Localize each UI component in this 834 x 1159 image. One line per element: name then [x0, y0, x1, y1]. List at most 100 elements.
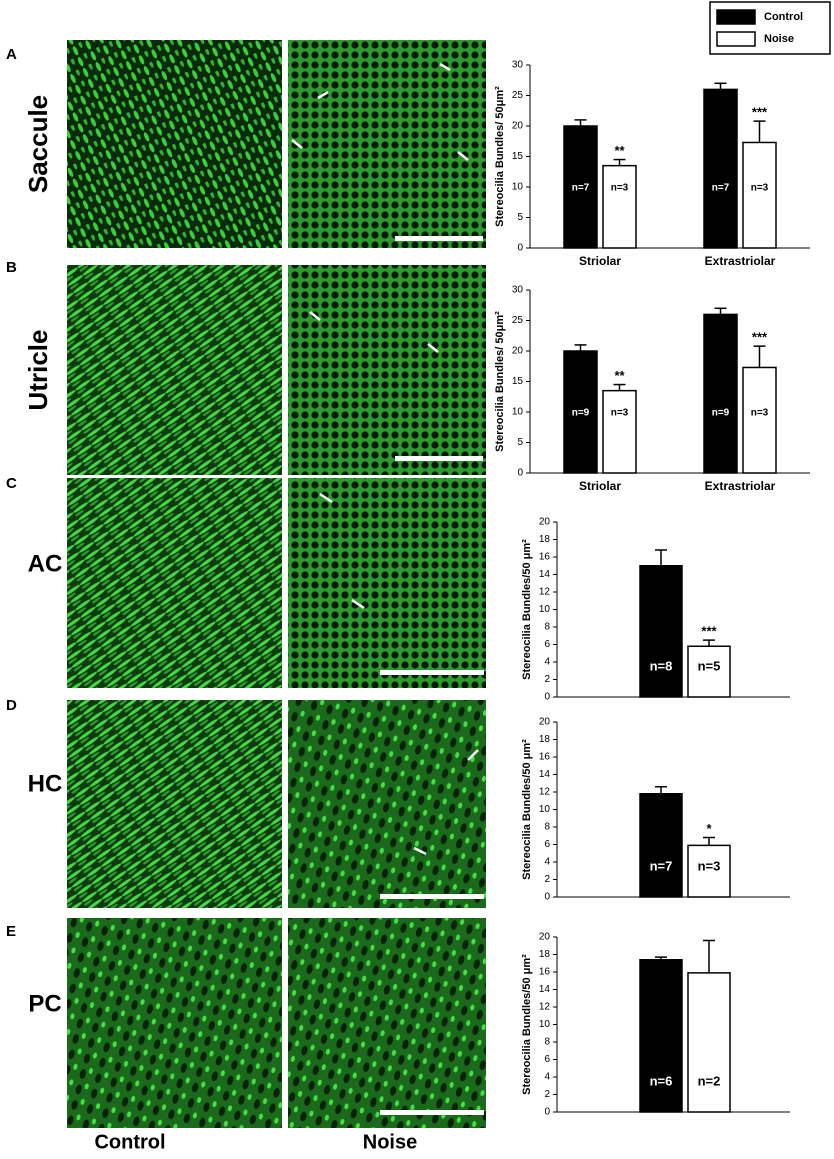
n-label: n=2 — [698, 1073, 721, 1088]
image — [288, 478, 486, 688]
x-tick-label: Striolar — [579, 254, 621, 268]
y-tick-label: 0 — [517, 468, 523, 479]
y-tick-label: 10 — [512, 407, 524, 418]
bar — [703, 88, 738, 249]
y-tick-label: 0 — [517, 243, 523, 254]
y-tick-label: 20 — [539, 517, 551, 528]
image — [67, 700, 282, 908]
y-tick-label: 4 — [544, 657, 550, 668]
y-tick-label: 14 — [539, 984, 551, 995]
y-axis-label: Stereocilia Bundles/ 50μm² — [494, 86, 506, 227]
arrow — [413, 846, 427, 856]
column-label: Control — [94, 1131, 165, 1153]
y-tick-label: 10 — [539, 804, 551, 815]
arrow — [439, 62, 451, 72]
x-tick-label: Extrastriolar — [705, 479, 776, 493]
significance: *** — [701, 624, 717, 639]
legend-swatch — [716, 31, 756, 47]
n-label: n=5 — [698, 658, 721, 673]
row-label: Utricle — [23, 330, 53, 411]
image — [288, 265, 486, 475]
y-tick-label: 5 — [517, 437, 523, 448]
legend-label: Control — [764, 11, 803, 23]
significance: * — [706, 821, 712, 836]
n-label: n=3 — [751, 408, 769, 419]
bar — [602, 164, 637, 249]
image — [288, 40, 486, 248]
bar — [687, 844, 731, 898]
y-tick-label: 2 — [544, 674, 550, 685]
y-tick-label: 18 — [539, 734, 551, 745]
y-tick-label: 6 — [544, 1054, 550, 1065]
image — [67, 918, 282, 1128]
y-tick-label: 12 — [539, 1002, 551, 1013]
arrow — [467, 749, 479, 761]
y-tick-label: 12 — [539, 787, 551, 798]
y-tick-label: 6 — [544, 839, 550, 850]
n-label: n=3 — [611, 408, 629, 419]
y-axis-label: Stereocilia Bundles/50 μm² — [521, 954, 533, 1095]
n-label: n=9 — [712, 408, 730, 419]
y-tick-label: 14 — [539, 569, 551, 580]
y-tick-label: 15 — [512, 376, 524, 387]
significance: *** — [752, 105, 768, 120]
n-label: n=6 — [650, 1073, 673, 1088]
row-label: HC — [28, 770, 63, 797]
bar — [639, 565, 683, 698]
row-label: PC — [28, 990, 61, 1017]
y-tick-label: 30 — [512, 60, 524, 71]
arrow — [291, 139, 303, 149]
n-label: n=7 — [712, 183, 730, 194]
significance: *** — [752, 330, 768, 345]
bar — [687, 972, 731, 1113]
bar — [563, 125, 598, 249]
panel-label: A — [6, 46, 17, 63]
scale-bar — [380, 894, 484, 899]
y-tick-label: 30 — [512, 285, 524, 296]
n-label: n=3 — [698, 858, 721, 873]
panel-label: D — [6, 697, 17, 714]
n-label: n=7 — [572, 183, 590, 194]
micrographs — [67, 40, 486, 1128]
y-tick-label: 5 — [517, 212, 523, 223]
panel-label: B — [6, 259, 17, 276]
significance: ** — [614, 143, 625, 158]
y-tick-label: 20 — [512, 346, 524, 357]
bar — [639, 793, 683, 898]
panel-label: E — [6, 923, 16, 940]
scale-bar — [395, 236, 483, 241]
n-label: n=9 — [572, 408, 590, 419]
arrows — [291, 62, 479, 856]
scale-bar — [395, 456, 483, 461]
bar — [703, 313, 738, 474]
image — [288, 700, 486, 908]
bar — [742, 141, 777, 249]
row-label: Saccule — [23, 95, 53, 193]
arrow — [319, 492, 333, 504]
y-tick-label: 2 — [544, 1089, 550, 1100]
image — [67, 478, 282, 688]
y-tick-label: 14 — [539, 769, 551, 780]
legend-label: Noise — [764, 33, 794, 45]
y-tick-label: 16 — [539, 967, 551, 978]
y-tick-label: 18 — [539, 534, 551, 545]
y-tick-label: 0 — [544, 692, 550, 703]
bar — [742, 366, 777, 474]
bar — [639, 959, 683, 1113]
y-tick-label: 0 — [544, 892, 550, 903]
scale-bars — [380, 236, 484, 1115]
n-label: n=3 — [751, 183, 769, 194]
arrow — [317, 90, 329, 100]
bar — [687, 645, 731, 698]
column-label: Noise — [363, 1131, 417, 1153]
arrow — [309, 311, 321, 321]
y-tick-label: 10 — [512, 182, 524, 193]
y-tick-label: 25 — [512, 315, 524, 326]
y-tick-label: 10 — [539, 1019, 551, 1030]
y-axis-label: Stereocilia Bundles/50 μm² — [521, 539, 533, 680]
n-label: n=7 — [650, 858, 673, 873]
legend-swatch — [716, 9, 756, 25]
y-tick-label: 18 — [539, 949, 551, 960]
y-tick-label: 2 — [544, 874, 550, 885]
significance: ** — [614, 368, 625, 383]
